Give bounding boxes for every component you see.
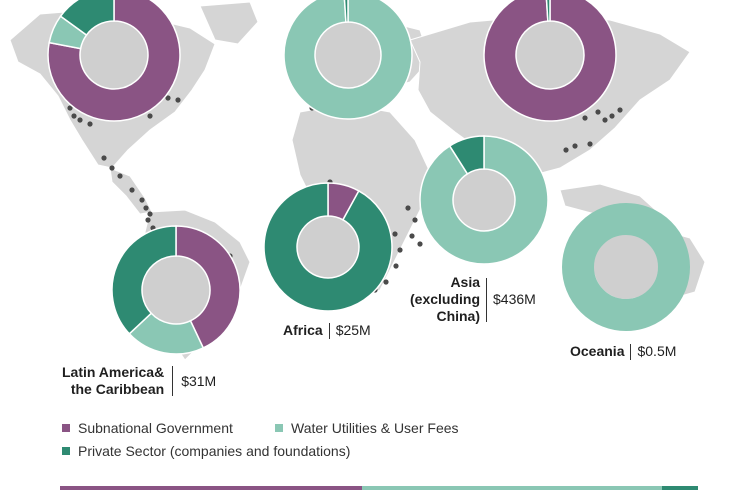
legend-item-utilities: Water Utilities & User Fees <box>275 420 459 436</box>
legend-label: Water Utilities & User Fees <box>291 420 459 436</box>
city-dot <box>383 279 389 285</box>
legend-swatch <box>62 447 70 456</box>
donut-china <box>483 0 617 122</box>
label-latam: Latin America& the Caribbean $31M <box>62 364 216 398</box>
region-donuts <box>47 0 690 355</box>
city-dot <box>417 241 423 247</box>
label-asia: Asia (excluding China) $436M <box>410 274 536 325</box>
donut-slice-private <box>448 135 485 175</box>
donut-latin-america <box>111 225 241 355</box>
region-name-line: Oceania <box>570 343 625 359</box>
city-dot <box>145 217 151 223</box>
region-name-line: the Caribbean <box>70 381 165 397</box>
city-dot <box>87 121 93 127</box>
city-dot <box>572 143 578 149</box>
region-name-line: Africa <box>283 322 323 338</box>
label-africa: Africa $25M <box>283 322 371 340</box>
city-dot <box>147 113 153 119</box>
region-name-line: Asia <box>450 274 481 290</box>
donut-slice-private <box>59 0 115 37</box>
city-dot <box>143 205 149 211</box>
bottom-color-bar <box>60 486 698 490</box>
bar-segment-subnational <box>60 486 362 490</box>
city-dot <box>393 263 399 269</box>
legend-label: Subnational Government <box>78 420 233 436</box>
city-dot <box>582 115 588 121</box>
donut-hole <box>297 216 359 278</box>
city-dot <box>67 105 73 111</box>
donut-asia <box>419 135 549 265</box>
donut-oceania <box>562 203 690 331</box>
region-amount: $436M <box>493 291 536 307</box>
legend-swatch <box>62 424 70 433</box>
donut-slice-private <box>545 0 551 22</box>
donut-hole <box>594 235 658 299</box>
city-dot <box>175 97 181 103</box>
city-dot <box>602 117 608 123</box>
donut-slice-subnational <box>175 225 241 349</box>
legend-item-private: Private Sector (companies and foundation… <box>62 443 350 459</box>
donut-slice-subnational <box>47 0 181 122</box>
region-name-line: Latin America& <box>62 364 165 380</box>
region-name-line: China) <box>436 308 481 324</box>
city-dot <box>77 117 83 123</box>
land-greenland <box>199 1 259 45</box>
city-dot <box>412 217 418 223</box>
donut-hole <box>516 21 584 89</box>
city-dot <box>563 147 569 153</box>
donut-north-america <box>47 0 181 122</box>
region-amount: $0.5M <box>637 343 677 359</box>
region-amount: $25M <box>335 322 371 338</box>
city-dot <box>117 173 123 179</box>
city-dot <box>609 113 615 119</box>
donut-hole <box>142 256 210 324</box>
city-dot <box>129 187 135 193</box>
city-dot <box>397 247 403 253</box>
bar-segment-private <box>662 486 698 490</box>
donut-europe <box>283 0 413 120</box>
city-dot <box>409 233 415 239</box>
donut-slice-subnational <box>483 0 617 122</box>
donut-slice-private <box>111 225 177 335</box>
label-oceania: Oceania $0.5M <box>570 343 676 361</box>
city-dot <box>101 155 107 161</box>
city-dot <box>392 231 398 237</box>
donut-slice-private <box>263 182 393 312</box>
legend-item-subnational: Subnational Government <box>62 420 233 436</box>
donut-slice-private <box>343 0 349 23</box>
donut-hole <box>315 22 381 88</box>
donut-slice-utilities <box>419 135 549 265</box>
donut-africa <box>263 182 393 312</box>
donut-slice-utilities <box>283 0 413 120</box>
city-dot <box>139 197 145 203</box>
city-dot <box>617 107 623 113</box>
city-dot <box>405 205 411 211</box>
city-dot <box>595 109 601 115</box>
donut-hole <box>453 169 515 231</box>
city-dot <box>147 211 153 217</box>
donut-hole <box>80 21 148 89</box>
city-dot <box>109 165 115 171</box>
region-amount: $31M <box>181 372 217 389</box>
region-name-line: (excluding <box>410 291 481 307</box>
bar-segment-utilities <box>362 486 662 490</box>
legend-swatch <box>275 424 283 433</box>
legend-label: Private Sector (companies and foundation… <box>78 443 351 459</box>
city-dot <box>587 141 593 147</box>
city-dot <box>71 113 77 119</box>
donut-slice-utilities <box>562 203 690 331</box>
city-dot <box>165 95 171 101</box>
